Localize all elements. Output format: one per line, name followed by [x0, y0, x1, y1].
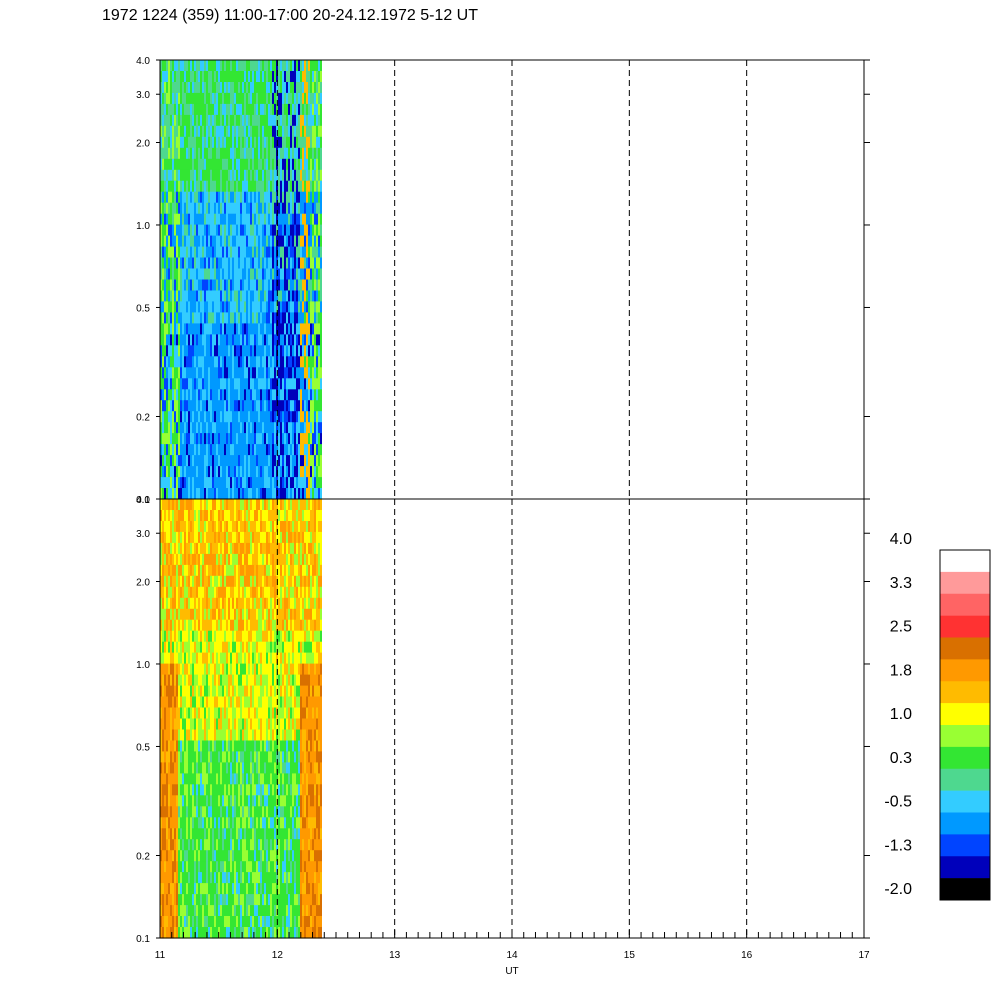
colorbar-swatch — [940, 637, 990, 660]
colorbar-swatch — [940, 878, 990, 901]
x-tick-label: 15 — [624, 950, 636, 961]
x-tick-label: 12 — [272, 950, 284, 961]
y-tick-label: 0.2 — [136, 852, 150, 863]
y-tick-label: 1.0 — [136, 221, 150, 232]
colorbar-swatch — [940, 790, 990, 813]
y-tick-label: 1.0 — [136, 660, 150, 671]
colorbar-swatch — [940, 681, 990, 704]
colorbar-frame — [939, 549, 991, 901]
colorbar-swatch — [940, 768, 990, 791]
chart-title: 1972 1224 (359) 11:00-17:00 20-24.12.197… — [102, 7, 478, 24]
colorbar-label: -1.3 — [884, 837, 912, 854]
colorbar-swatch — [940, 834, 990, 857]
colorbar-label: 0.3 — [890, 750, 912, 767]
colorbar-label: 1.8 — [890, 662, 912, 679]
x-tick-label: 17 — [858, 950, 870, 961]
heatmap-panel-2 — [160, 499, 322, 939]
y-tick-label: 3.0 — [136, 529, 150, 540]
y-tick-label: 0.5 — [136, 303, 150, 314]
colorbar-label: 4.0 — [890, 531, 912, 548]
y-tick-label: 2.0 — [136, 577, 150, 588]
colorbar-label: -0.5 — [884, 794, 912, 811]
colorbar-swatch — [940, 856, 990, 879]
panel-1: 0.1 0.2 0.5 1.0 2.0 3.0 4.0 — [136, 56, 870, 506]
y-tick-label: 0.1 — [136, 934, 150, 945]
y-tick-label: 0.5 — [136, 742, 150, 753]
y-tick-label: 2.0 — [136, 138, 150, 149]
colorbar-swatch — [940, 571, 990, 595]
colorbar-swatch — [940, 725, 990, 748]
colorbar-swatch — [940, 593, 990, 616]
colorbar: 4.0 3.3 2.5 1.8 1.0 0.3 -0.5 -1.3 -2.0 — [884, 531, 991, 901]
colorbar-swatch — [940, 659, 990, 682]
colorbar-swatch — [940, 615, 990, 638]
y-tick-label: 4.0 — [136, 56, 150, 67]
colorbar-swatch — [940, 746, 990, 770]
y-tick-label: 3.0 — [136, 90, 150, 101]
heatmap-panel-1 — [160, 60, 322, 500]
colorbar-label: 2.5 — [890, 619, 912, 636]
colorbar-label: -2.0 — [884, 881, 912, 898]
panel-2: 0.1 0.2 0.5 1.0 2.0 3.0 4.0 — [136, 495, 870, 945]
y-tick-label: 4.0 — [136, 495, 150, 506]
x-tick-label: 11 — [155, 950, 166, 961]
colorbar-swatch — [940, 703, 990, 726]
colorbar-label: 1.0 — [890, 706, 912, 723]
y-tick-label: 0.2 — [136, 413, 150, 424]
colorbar-label: 3.3 — [890, 575, 912, 592]
x-tick-label: 13 — [389, 950, 401, 961]
x-axis-label: UT — [505, 966, 518, 977]
x-tick-label: 14 — [506, 950, 518, 961]
colorbar-swatch — [940, 812, 990, 835]
y-tick-label: 0.1 — [136, 495, 150, 506]
colorbar-swatch — [940, 550, 990, 573]
x-tick-label: 16 — [741, 950, 753, 961]
